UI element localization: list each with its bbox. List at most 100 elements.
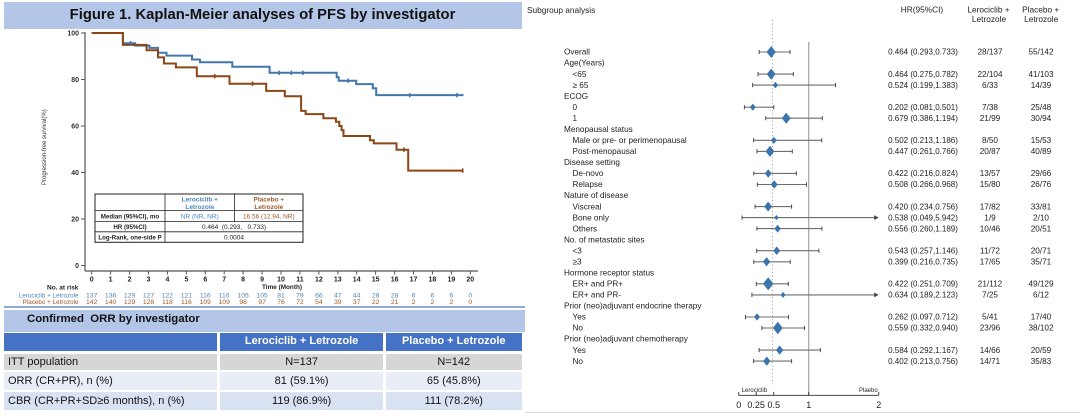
svg-text:0.559 (0.332,0.940): 0.559 (0.332,0.940) (888, 324, 958, 333)
svg-text:ECOG: ECOG (564, 92, 588, 101)
svg-text:127: 127 (143, 293, 155, 300)
svg-text:20/59: 20/59 (1031, 346, 1052, 355)
svg-text:9: 9 (260, 277, 264, 284)
svg-text:44: 44 (353, 293, 361, 300)
svg-text:Viscreal: Viscreal (573, 202, 602, 211)
svg-text:Overall: Overall (564, 48, 590, 57)
svg-text:4: 4 (165, 277, 169, 284)
svg-text:17/82: 17/82 (980, 202, 1001, 211)
svg-text:8/50: 8/50 (982, 136, 998, 145)
svg-text:0: 0 (736, 400, 741, 410)
svg-text:8: 8 (241, 277, 245, 284)
svg-text:0.556 (0.260,1.189): 0.556 (0.260,1.189) (888, 224, 958, 233)
svg-text:0.399 (0.216,0.735): 0.399 (0.216,0.735) (888, 258, 958, 267)
svg-text:Median (95%CI), mo: Median (95%CI), mo (101, 214, 160, 221)
svg-text:2: 2 (128, 277, 132, 284)
svg-text:54: 54 (315, 299, 323, 306)
svg-text:Letrozole: Letrozole (1024, 14, 1059, 24)
svg-text:21/112: 21/112 (978, 280, 1003, 289)
svg-text:Log-Rank, one-side P: Log-Rank, one-side P (98, 234, 161, 241)
svg-text:Yes: Yes (573, 346, 586, 355)
svg-text:1: 1 (806, 400, 811, 410)
svg-text:10: 10 (277, 277, 285, 284)
svg-text:0.584 (0.292,1.167): 0.584 (0.292,1.167) (888, 346, 958, 355)
svg-text:39: 39 (334, 299, 342, 306)
svg-text:14: 14 (353, 277, 361, 284)
svg-text:<3: <3 (573, 246, 583, 255)
svg-text:<65: <65 (573, 70, 587, 79)
svg-text:0.502 (0.213,1.186): 0.502 (0.213,1.186) (888, 136, 958, 145)
svg-text:40/89: 40/89 (1031, 147, 1052, 156)
svg-text:72: 72 (296, 299, 304, 306)
svg-text:≥ 65: ≥ 65 (573, 81, 589, 90)
svg-text:0.543 (0.257,1.146): 0.543 (0.257,1.146) (888, 246, 958, 255)
svg-text:0.0004: 0.0004 (224, 234, 244, 241)
svg-text:0.402 (0.213,0.756): 0.402 (0.213,0.756) (888, 357, 958, 366)
svg-text:3: 3 (147, 277, 151, 284)
svg-text:0.420 (0.234,0.756): 0.420 (0.234,0.756) (888, 202, 958, 211)
svg-text:0: 0 (75, 263, 79, 270)
svg-text:33/81: 33/81 (1031, 202, 1052, 211)
svg-text:60: 60 (71, 123, 79, 130)
svg-text:De-novo: De-novo (573, 169, 604, 178)
svg-text:Lerociclib +: Lerociclib + (182, 197, 219, 204)
svg-text:5: 5 (184, 277, 188, 284)
svg-text:136: 136 (105, 293, 117, 300)
svg-text:15/80: 15/80 (980, 180, 1001, 189)
svg-text:79: 79 (296, 293, 304, 300)
svg-text:0: 0 (468, 299, 472, 306)
svg-text:16.56 (12.94, NR): 16.56 (12.94, NR) (243, 214, 295, 221)
svg-text:Others: Others (573, 224, 598, 233)
svg-text:129: 129 (124, 299, 136, 306)
svg-text:40: 40 (71, 170, 79, 177)
svg-text:20/71: 20/71 (1031, 246, 1052, 255)
svg-text:6: 6 (412, 293, 416, 300)
svg-text:20: 20 (71, 216, 79, 223)
svg-text:12: 12 (315, 277, 323, 284)
svg-text:121: 121 (181, 293, 193, 300)
svg-text:No. at risk: No. at risk (47, 285, 79, 292)
svg-text:Nature of disease: Nature of disease (564, 191, 629, 200)
svg-text:28/137: 28/137 (977, 48, 1002, 57)
svg-text:14/39: 14/39 (1031, 81, 1052, 90)
svg-text:Disease setting: Disease setting (564, 158, 620, 167)
svg-text:122: 122 (162, 293, 174, 300)
svg-text:20/51: 20/51 (1031, 224, 1052, 233)
svg-text:0.447 (0.261,0.766): 0.447 (0.261,0.766) (888, 147, 958, 156)
svg-text:47: 47 (334, 293, 342, 300)
svg-text:98: 98 (239, 299, 247, 306)
svg-text:ER+ and PR-: ER+ and PR- (573, 291, 622, 300)
svg-text:HR (95%CI): HR (95%CI) (113, 224, 146, 231)
svg-text:10/46: 10/46 (980, 224, 1001, 233)
svg-text:66: 66 (315, 293, 323, 300)
svg-text:128: 128 (143, 299, 155, 306)
svg-text:118: 118 (162, 299, 173, 306)
svg-text:105: 105 (256, 293, 268, 300)
svg-text:11/72: 11/72 (980, 246, 1000, 255)
svg-text:0.538 (0.049,5.942): 0.538 (0.049,5.942) (888, 213, 958, 222)
svg-text:14/71: 14/71 (980, 357, 1001, 366)
svg-text:21/99: 21/99 (980, 114, 1001, 123)
svg-text:0.524 (0.199,1.383): 0.524 (0.199,1.383) (888, 81, 958, 90)
svg-text:Time (Month): Time (Month) (262, 284, 302, 291)
svg-text:17/40: 17/40 (1031, 313, 1052, 322)
svg-text:142: 142 (86, 299, 98, 306)
svg-text:5/41: 5/41 (982, 313, 998, 322)
svg-text:Letrozole: Letrozole (254, 204, 283, 211)
svg-text:6/12: 6/12 (1033, 291, 1049, 300)
svg-text:7: 7 (222, 277, 226, 284)
svg-text:140: 140 (105, 299, 117, 306)
svg-text:28: 28 (372, 293, 380, 300)
svg-text:0.464 (0.275,0.782): 0.464 (0.275,0.782) (888, 70, 958, 79)
svg-text:0.202 (0.081,0.501): 0.202 (0.081,0.501) (888, 103, 958, 112)
svg-text:2: 2 (431, 299, 435, 306)
svg-text:109: 109 (200, 299, 212, 306)
svg-text:23/96: 23/96 (980, 324, 1001, 333)
svg-text:22: 22 (372, 299, 380, 306)
svg-text:17: 17 (410, 277, 418, 284)
svg-text:6: 6 (203, 277, 207, 284)
svg-text:Hormone receptor status: Hormone receptor status (564, 269, 654, 278)
svg-text:0.262 (0.097,0.712): 0.262 (0.097,0.712) (888, 313, 958, 322)
svg-text:No: No (573, 324, 584, 333)
svg-text:1/9: 1/9 (984, 213, 996, 222)
